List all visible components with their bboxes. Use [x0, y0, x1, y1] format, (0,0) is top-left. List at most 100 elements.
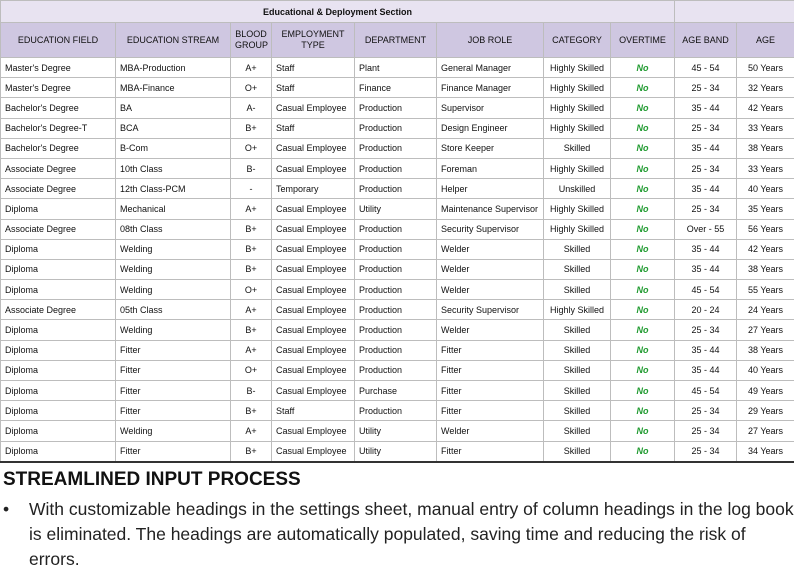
table-cell: Casual Employee [271, 218, 355, 240]
table-cell: - [230, 178, 272, 200]
table-cell: Highly Skilled [543, 77, 611, 99]
table-cell: Fitter [115, 440, 231, 463]
data-row: Associate Degree 08th Class B+ Casual Emplo… [0, 218, 794, 240]
table-cell: 25 - 34 [674, 440, 738, 463]
table-cell: General Manager [436, 56, 544, 79]
table-cell: Security Supervisor [436, 299, 544, 321]
table-cell: Fitter [436, 400, 544, 422]
table-cell: Fitter [436, 359, 544, 382]
table-cell: Skilled [543, 258, 611, 281]
table-cell: No [609, 157, 676, 180]
table-cell: Skilled [543, 137, 611, 159]
table-cell: 05th Class [115, 299, 231, 321]
table-cell: No [609, 117, 676, 139]
table-cell: A- [230, 97, 272, 119]
table-cell: Highly Skilled [543, 299, 611, 321]
table-cell: Associate Degree [0, 157, 116, 180]
table-cell: O+ [230, 137, 272, 159]
title-row: Educational & Deployment Section [0, 0, 794, 23]
table-cell: A+ [230, 339, 272, 361]
table-cell: Highly Skilled [543, 218, 611, 240]
table-cell: O+ [230, 279, 272, 301]
table-cell: 50 Years [736, 56, 794, 79]
table-cell: Casual Employee [271, 440, 355, 463]
table-cell: B+ [230, 319, 272, 341]
section-heading: STREAMLINED INPUT PROCESS [3, 468, 301, 490]
table-cell: No [609, 400, 676, 422]
table-cell: Diploma [0, 440, 116, 463]
table-cell: 27 Years [736, 420, 794, 442]
data-row: Associate Degree 12th Class-PCM - Temporary… [0, 178, 794, 200]
table-cell: No [609, 218, 676, 240]
table-cell: Bachelor's Degree [0, 137, 116, 159]
table-cell: Production [354, 157, 437, 180]
table-cell: 45 - 54 [674, 56, 738, 79]
table-cell: Finance [354, 77, 437, 99]
table-cell: Casual Employee [271, 97, 355, 119]
table-cell: Skilled [543, 339, 611, 361]
table-cell: 42 Years [736, 97, 794, 119]
table-cell: B+ [230, 218, 272, 240]
table-cell: Skilled [543, 400, 611, 422]
table-cell: Diploma [0, 319, 116, 341]
data-row: Bachelor's Degree B-Com O+ Casual Employee P… [0, 137, 794, 159]
table-cell: 32 Years [736, 77, 794, 99]
table-cell: Production [354, 258, 437, 281]
table-cell: A+ [230, 198, 272, 220]
table-cell: 12th Class-PCM [115, 178, 231, 200]
table-cell: Plant [354, 56, 437, 79]
table-cell: Diploma [0, 238, 116, 260]
table-cell: O+ [230, 77, 272, 99]
table-cell: Diploma [0, 420, 116, 442]
table-cell: No [609, 279, 676, 301]
table-cell: 33 Years [736, 157, 794, 180]
data-row: Master's Degree MBA-Finance O+ Staff Finance… [0, 77, 794, 99]
table-cell: 35 - 44 [674, 238, 738, 260]
table-cell: Casual Employee [271, 359, 355, 382]
table-cell: Casual Employee [271, 299, 355, 321]
table-cell: 45 - 54 [674, 379, 738, 402]
table-cell: 42 Years [736, 238, 794, 260]
table-cell: No [609, 339, 676, 361]
table-cell: Fitter [436, 379, 544, 402]
table-cell: B-Com [115, 137, 231, 159]
header-row: EDUCATION FIELD EDUCATION STREAM BLOOD GRO… [0, 22, 794, 58]
data-row: Diploma Fitter A+ Casual Employee Production… [0, 339, 794, 361]
table-cell: Staff [271, 400, 355, 422]
column-header: AGE BAND [674, 22, 738, 58]
table-cell: B+ [230, 400, 272, 422]
table-cell: Welder [436, 319, 544, 341]
table-cell: 34 Years [736, 440, 794, 463]
bullet-text: With customizable headings in the settin… [29, 498, 794, 569]
column-header: JOB ROLE [436, 22, 544, 58]
table-cell: Associate Degree [0, 218, 116, 240]
table-cell: Welding [115, 319, 231, 341]
table-cell: No [609, 359, 676, 382]
table-cell: Production [354, 238, 437, 260]
column-header: AGE [736, 22, 794, 58]
table-cell: 25 - 34 [674, 117, 738, 139]
table-cell: 24 Years [736, 299, 794, 321]
table-cell: Maintenance Supervisor [436, 198, 544, 220]
table-cell: Utility [354, 420, 437, 442]
data-row: Diploma Mechanical A+ Casual Employee Utilit… [0, 198, 794, 220]
column-header: CATEGORY [543, 22, 611, 58]
table-cell: 38 Years [736, 137, 794, 159]
table-cell: Foreman [436, 157, 544, 180]
table-cell: Supervisor [436, 97, 544, 119]
table-cell: Fitter [115, 379, 231, 402]
table-cell: 49 Years [736, 379, 794, 402]
data-row: Diploma Welding B+ Casual Employee Productio… [0, 238, 794, 260]
table-cell: 25 - 34 [674, 198, 738, 220]
column-header: EMPLOYMENT TYPE [271, 22, 355, 58]
table-cell: Highly Skilled [543, 117, 611, 139]
table-cell: Temporary [271, 178, 355, 200]
table-cell: Casual Employee [271, 137, 355, 159]
table-cell: 40 Years [736, 359, 794, 382]
table-cell: Casual Employee [271, 339, 355, 361]
table-cell: Fitter [115, 359, 231, 382]
table-cell: Casual Employee [271, 198, 355, 220]
table-cell: 25 - 34 [674, 400, 738, 422]
